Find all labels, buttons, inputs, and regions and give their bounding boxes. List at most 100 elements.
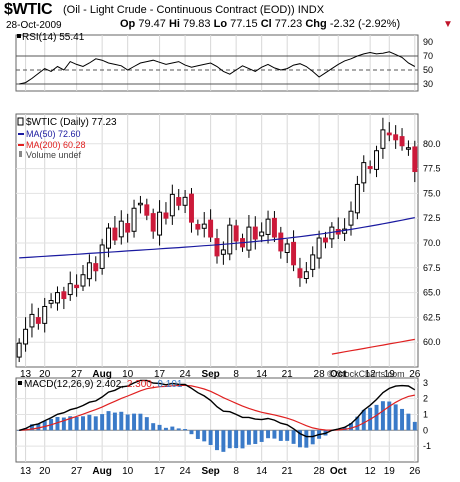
change-label: Chg (305, 18, 327, 30)
price-candle (74, 284, 80, 289)
x-tick-label: 24 (180, 369, 192, 380)
rsi-tick-label: 70 (423, 51, 433, 61)
macd-histogram-bar (291, 430, 296, 444)
macd-tick-label: 0 (423, 425, 428, 435)
macd-histogram-bar (342, 427, 347, 431)
price-candle (35, 317, 41, 324)
macd-histogram-bar (151, 423, 156, 431)
low-value: 77.15 (230, 18, 258, 30)
price-candle (208, 219, 214, 238)
price-candle (246, 226, 252, 251)
price-tick-label: 80.0 (423, 139, 441, 149)
x-tick-label-bottom: Oct (330, 466, 347, 477)
x-tick-label: Sep (201, 369, 219, 380)
price-candle (291, 241, 297, 266)
x-tick-label: 21 (282, 369, 294, 380)
price-candle (297, 268, 303, 279)
price-candle (278, 232, 284, 252)
x-tick-label: 10 (122, 369, 134, 380)
price-tick-label: 60.0 (423, 337, 441, 347)
price-legend-swatch (17, 117, 24, 126)
x-tick-label: 28 (314, 369, 326, 380)
price-candle (316, 237, 322, 259)
macd-histogram-bar (278, 430, 283, 441)
macd-histogram-bar (297, 430, 302, 448)
macd-histogram-bar (393, 404, 398, 431)
macd-histogram-bar (138, 413, 143, 431)
close-label: Cl (260, 18, 272, 30)
price-tick-label: 77.5 (423, 164, 441, 174)
price-candle (214, 238, 220, 257)
price-candle (61, 291, 67, 300)
price-candle (405, 147, 411, 150)
price-candle (399, 136, 405, 147)
macd-histogram-bar (157, 424, 162, 431)
macd-histogram-bar (387, 401, 392, 431)
macd-tick-label: 1 (423, 409, 428, 419)
price-candle (361, 162, 367, 184)
x-tick-label: Oct (330, 369, 347, 380)
price-tick-label: 65.0 (423, 288, 441, 298)
x-tick-label: 20 (39, 369, 51, 380)
x-tick-label-bottom: 20 (39, 466, 51, 477)
price-candle (252, 226, 258, 240)
rsi-title: RSI(14) 55.41 (22, 32, 85, 43)
x-tick-label: 26 (409, 369, 421, 380)
price-candle (125, 223, 131, 233)
price-candle (259, 231, 265, 237)
price-candle (348, 210, 354, 226)
macd-histogram-bar (36, 423, 41, 431)
macd-histogram-bar (246, 430, 251, 445)
price-candle (93, 263, 99, 272)
macd-histogram-bar (272, 430, 277, 439)
change-value: -2.32 (-2.92%) (329, 18, 401, 30)
volume-legend-swatch (19, 151, 22, 157)
x-tick-label-bottom: Aug (92, 466, 111, 477)
x-tick-label: 12 (365, 369, 377, 380)
price-tick-label: 62.5 (423, 312, 441, 322)
symbol-description: (Oil - Light Crude - Continuous Contract… (63, 4, 325, 16)
price-candle (176, 197, 182, 206)
price-candle (303, 271, 309, 279)
macd-histogram-bar (412, 421, 417, 431)
price-candle (112, 227, 118, 241)
chart-date: 28-Oct-2009 (6, 20, 62, 31)
price-candle (99, 244, 105, 269)
volume-legend-label: Volume undef (26, 150, 82, 160)
price-candle (227, 224, 233, 255)
price-candle (42, 305, 48, 324)
price-candle (16, 342, 22, 358)
open-value: 79.47 (138, 18, 166, 30)
macd-histogram-bar (259, 430, 264, 442)
price-candle (220, 249, 226, 255)
macd-histogram-bar (119, 411, 124, 431)
price-tick-label: 70.0 (423, 238, 441, 248)
open-label: Op (120, 18, 136, 30)
macd-histogram-bar (144, 417, 149, 431)
x-tick-label-bottom: 14 (256, 466, 268, 477)
macd-tick-label: 2 (423, 394, 428, 404)
macd-histogram-bar (310, 430, 315, 445)
macd-histogram-bar (106, 411, 111, 431)
price-candle (131, 207, 137, 232)
price-legend-title: $WTIC (Daily) 77.23 (26, 117, 117, 128)
high-label: Hi (168, 18, 180, 30)
price-candle (195, 224, 201, 230)
macd-histogram-bar (240, 430, 245, 449)
price-candle (29, 313, 35, 328)
symbol-title: $WTIC (4, 1, 53, 18)
macd-histogram-bar (132, 413, 137, 431)
x-tick-label-bottom: Sep (201, 466, 219, 477)
price-candle (182, 196, 188, 206)
macd-legend-swatch (18, 381, 22, 385)
credit-text: © StockCharts.com (327, 369, 405, 379)
x-tick-label: 27 (71, 369, 83, 380)
macd-histogram-bar (176, 428, 181, 431)
x-tick-label-bottom: 27 (71, 466, 83, 477)
price-candle (201, 223, 207, 229)
price-candle (271, 217, 277, 238)
price-candle (150, 213, 156, 232)
price-candle (284, 243, 290, 254)
price-tick-label: 67.5 (423, 263, 441, 273)
